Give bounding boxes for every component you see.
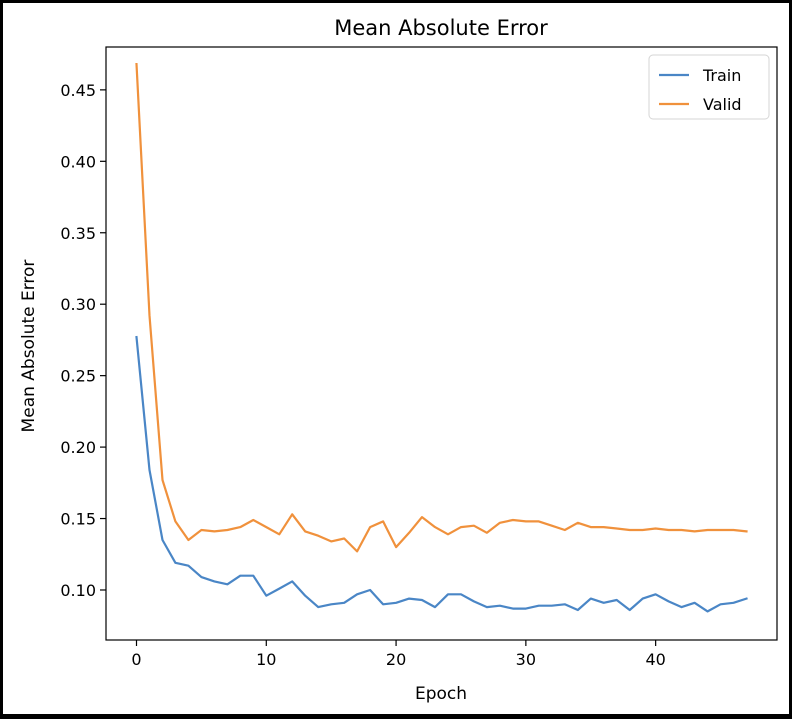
x-axis-label: Epoch [415,684,467,704]
y-tick-label: 0.45 [60,81,96,100]
y-tick-label: 0.15 [60,510,96,529]
plot-area-frame [105,46,778,641]
y-tick-label: 0.30 [60,295,96,314]
x-tick-label: 30 [516,650,536,669]
x-tick-label: 0 [131,650,141,669]
x-tick-label: 10 [256,650,276,669]
y-tick-label: 0.10 [60,581,96,600]
series-line-valid [135,62,748,553]
y-tick-label: 0.25 [60,367,96,386]
y-tick-label: 0.35 [60,224,96,243]
y-tick-label: 0.40 [60,152,96,171]
y-tick-label: 0.20 [60,438,96,457]
chart-svg: Mean Absolute Error 0 10 20 30 40 0.10 0.15 0.2… [19,16,778,704]
x-tick-label: 20 [386,650,406,669]
x-tick-label: 40 [645,650,665,669]
y-axis-label: Mean Absolute Error [19,260,39,433]
legend-label-train: Train [702,66,741,85]
legend-label-valid: Valid [703,95,742,114]
chart-title: Mean Absolute Error [334,16,548,40]
chart-frame: Mean Absolute Error 0 10 20 30 40 0.10 0.15 0.2… [3,3,789,714]
series-line-train [135,335,748,613]
legend: Train Valid [648,54,770,120]
